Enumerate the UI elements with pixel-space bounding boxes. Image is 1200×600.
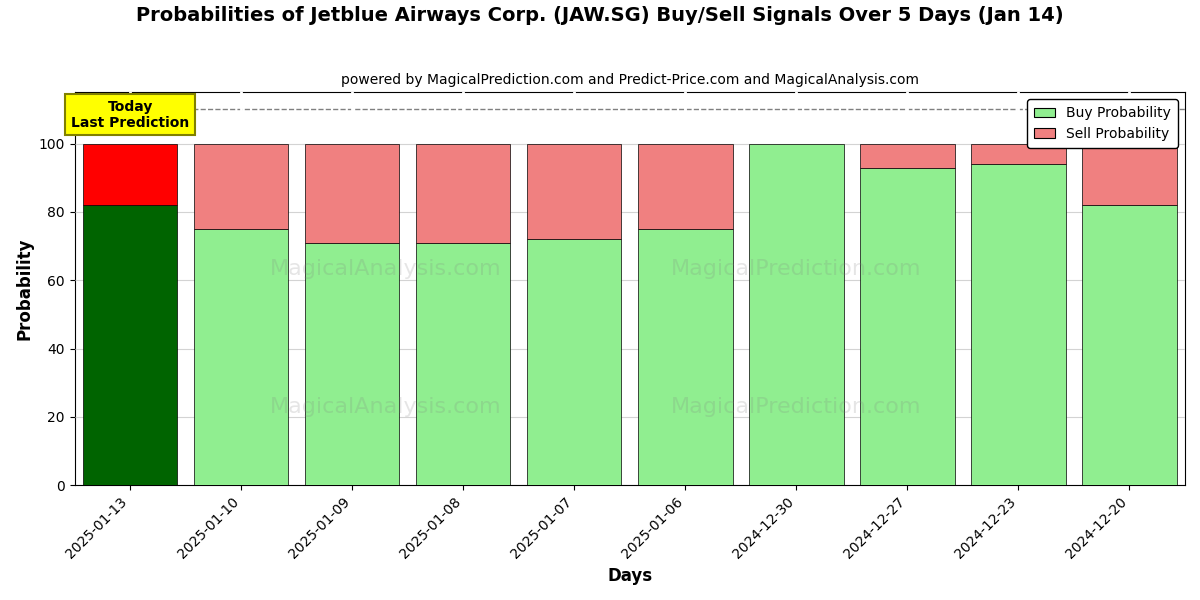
Bar bbox=[83, 143, 178, 205]
Title: powered by MagicalPrediction.com and Predict-Price.com and MagicalAnalysis.com: powered by MagicalPrediction.com and Pre… bbox=[341, 73, 919, 87]
Bar bbox=[527, 239, 622, 485]
Bar bbox=[1082, 205, 1177, 485]
X-axis label: Days: Days bbox=[607, 567, 653, 585]
Bar bbox=[527, 143, 622, 239]
Bar bbox=[638, 229, 732, 485]
Bar bbox=[305, 242, 400, 485]
Bar bbox=[749, 143, 844, 485]
Bar bbox=[416, 242, 510, 485]
Text: MagicalAnalysis.com: MagicalAnalysis.com bbox=[270, 259, 502, 279]
Bar bbox=[83, 205, 178, 485]
Text: MagicalAnalysis.com: MagicalAnalysis.com bbox=[270, 397, 502, 416]
Bar bbox=[971, 143, 1066, 164]
Text: MagicalPrediction.com: MagicalPrediction.com bbox=[671, 397, 922, 416]
Text: Today
Last Prediction: Today Last Prediction bbox=[71, 100, 190, 130]
Bar bbox=[638, 143, 732, 229]
Bar bbox=[860, 143, 955, 167]
Bar bbox=[860, 167, 955, 485]
Bar bbox=[1082, 143, 1177, 205]
Bar bbox=[194, 143, 288, 229]
Y-axis label: Probability: Probability bbox=[16, 238, 34, 340]
Bar bbox=[416, 143, 510, 242]
Bar bbox=[305, 143, 400, 242]
Legend: Buy Probability, Sell Probability: Buy Probability, Sell Probability bbox=[1027, 99, 1178, 148]
Bar bbox=[194, 229, 288, 485]
Bar bbox=[971, 164, 1066, 485]
Text: Probabilities of Jetblue Airways Corp. (JAW.SG) Buy/Sell Signals Over 5 Days (Ja: Probabilities of Jetblue Airways Corp. (… bbox=[136, 6, 1064, 25]
Text: MagicalPrediction.com: MagicalPrediction.com bbox=[671, 259, 922, 279]
